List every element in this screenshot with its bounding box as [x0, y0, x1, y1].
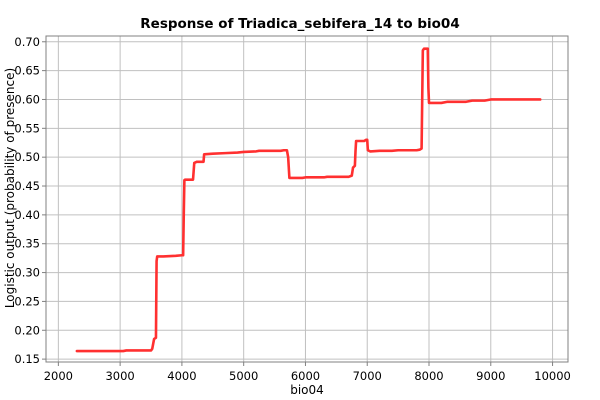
- y-tick-label: 0.25: [14, 294, 40, 308]
- x-axis-tick-labels: 2000 3000 4000 5000 6000 7000 8000 9000 10000: [44, 369, 571, 383]
- x-tick-label: 4000: [167, 369, 196, 383]
- y-tick-label: 0.55: [14, 121, 40, 135]
- y-tick-label: 0.65: [14, 64, 40, 78]
- y-tick-label: 0.35: [14, 237, 40, 251]
- response-curve-line: [75, 47, 542, 353]
- y-tick-label: 0.20: [14, 323, 40, 337]
- x-tick-label: 5000: [229, 369, 258, 383]
- axis-ticks: [42, 41, 554, 366]
- y-axis-label: Logistic output (probability of presence…: [3, 68, 17, 308]
- x-tick-label: 8000: [414, 369, 443, 383]
- x-tick-label: 9000: [476, 369, 505, 383]
- chart-title: Response of Triadica_sebifera_14 to bio0…: [140, 16, 459, 32]
- x-tick-label: 10000: [534, 369, 571, 383]
- x-tick-label: 3000: [105, 369, 134, 383]
- y-tick-label: 0.60: [14, 92, 40, 106]
- y-tick-label: 0.40: [14, 208, 40, 222]
- x-tick-label: 2000: [44, 369, 73, 383]
- y-tick-label: 0.30: [14, 266, 40, 280]
- y-tick-label: 0.15: [14, 352, 40, 366]
- y-axis-tick-labels: 0.15 0.20 0.25 0.30 0.35 0.40 0.45 0.50 0.55 0.60…: [14, 35, 40, 366]
- grid-lines: [46, 36, 568, 362]
- x-axis-label: bio04: [290, 383, 324, 397]
- x-tick-label: 7000: [353, 369, 382, 383]
- plot-area-border: [45, 35, 569, 363]
- y-tick-label: 0.50: [14, 150, 40, 164]
- y-tick-label: 0.45: [14, 179, 40, 193]
- y-tick-label: 0.70: [14, 35, 40, 49]
- series-layer: [75, 47, 542, 353]
- x-tick-label: 6000: [291, 369, 320, 383]
